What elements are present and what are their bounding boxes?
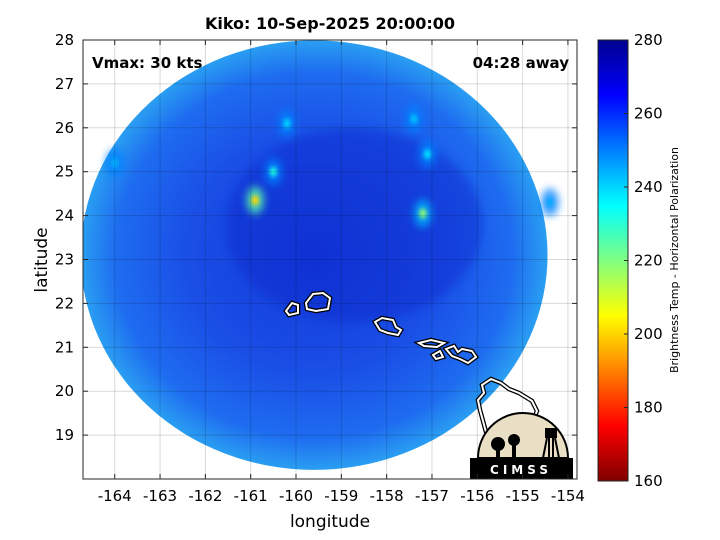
- x-tick-label: -162: [188, 487, 222, 505]
- cimss-logo-text: CIMSS: [490, 463, 552, 477]
- warm-spot: [251, 195, 259, 206]
- vmax-annotation: Vmax: 30 kts: [92, 54, 202, 72]
- cold-region: [225, 128, 483, 322]
- colorbar-label: Brightness Temp - Horizontal Polarizatio…: [668, 147, 681, 373]
- warm-spot: [419, 208, 427, 219]
- y-tick-label: 26: [55, 119, 74, 137]
- y-tick-label: 22: [55, 294, 74, 312]
- colorbar-tick-label: 200: [634, 325, 663, 343]
- x-tick-label: -161: [234, 487, 268, 505]
- y-tick-label: 21: [55, 338, 74, 356]
- x-axis-label: longitude: [290, 512, 370, 532]
- warm-spot: [269, 166, 277, 177]
- x-tick-label: -164: [98, 487, 132, 505]
- plot-area: CIMSS Vmax: 30 kts 04:28 away: [83, 40, 577, 479]
- colorbar-tick-label: 220: [634, 252, 663, 270]
- chart-title: Kiko: 10-Sep-2025 20:00:00: [205, 14, 455, 33]
- colorbar-tick-label: 260: [634, 105, 663, 123]
- warm-spot: [546, 197, 554, 208]
- x-tick-label: -155: [506, 487, 540, 505]
- time-away-annotation: 04:28 away: [473, 54, 570, 72]
- colorbar-ticks: 160 180 200 220 240 260 280: [624, 31, 663, 490]
- warm-spot: [283, 118, 291, 129]
- x-tick-label: -163: [143, 487, 177, 505]
- warm-spot: [111, 157, 119, 168]
- warm-spot: [423, 149, 431, 160]
- y-tick-label: 25: [55, 163, 74, 181]
- y-tick-label: 19: [55, 426, 74, 444]
- x-axis-ticks: -164 -163 -162 -161 -160 -159 -158 -157 -156 -155…: [98, 40, 585, 505]
- colorbar-tick-label: 160: [634, 472, 663, 490]
- y-tick-label: 27: [55, 75, 74, 93]
- y-axis-label: latitude: [32, 227, 52, 292]
- warm-spot: [410, 114, 418, 125]
- x-tick-label: -157: [415, 487, 449, 505]
- y-axis-ticks: 19 20 21 22 23 24 25 26 27 28: [55, 31, 577, 444]
- x-tick-label: -154: [551, 487, 585, 505]
- x-tick-label: -156: [460, 487, 494, 505]
- colorbar-tick-label: 180: [634, 399, 663, 417]
- colorbar: [597, 39, 629, 482]
- cimss-logo: CIMSS: [470, 412, 573, 479]
- y-tick-label: 20: [55, 382, 74, 400]
- x-tick-label: -159: [324, 487, 358, 505]
- brightness-temperature-swath: [83, 40, 559, 470]
- colorbar-tick-label: 240: [634, 178, 663, 196]
- x-tick-label: -158: [370, 487, 404, 505]
- colorbar-tick-label: 280: [634, 31, 663, 49]
- y-tick-label: 28: [55, 31, 74, 49]
- x-tick-label: -160: [279, 487, 313, 505]
- y-tick-label: 24: [55, 207, 74, 225]
- y-tick-label: 23: [55, 251, 74, 269]
